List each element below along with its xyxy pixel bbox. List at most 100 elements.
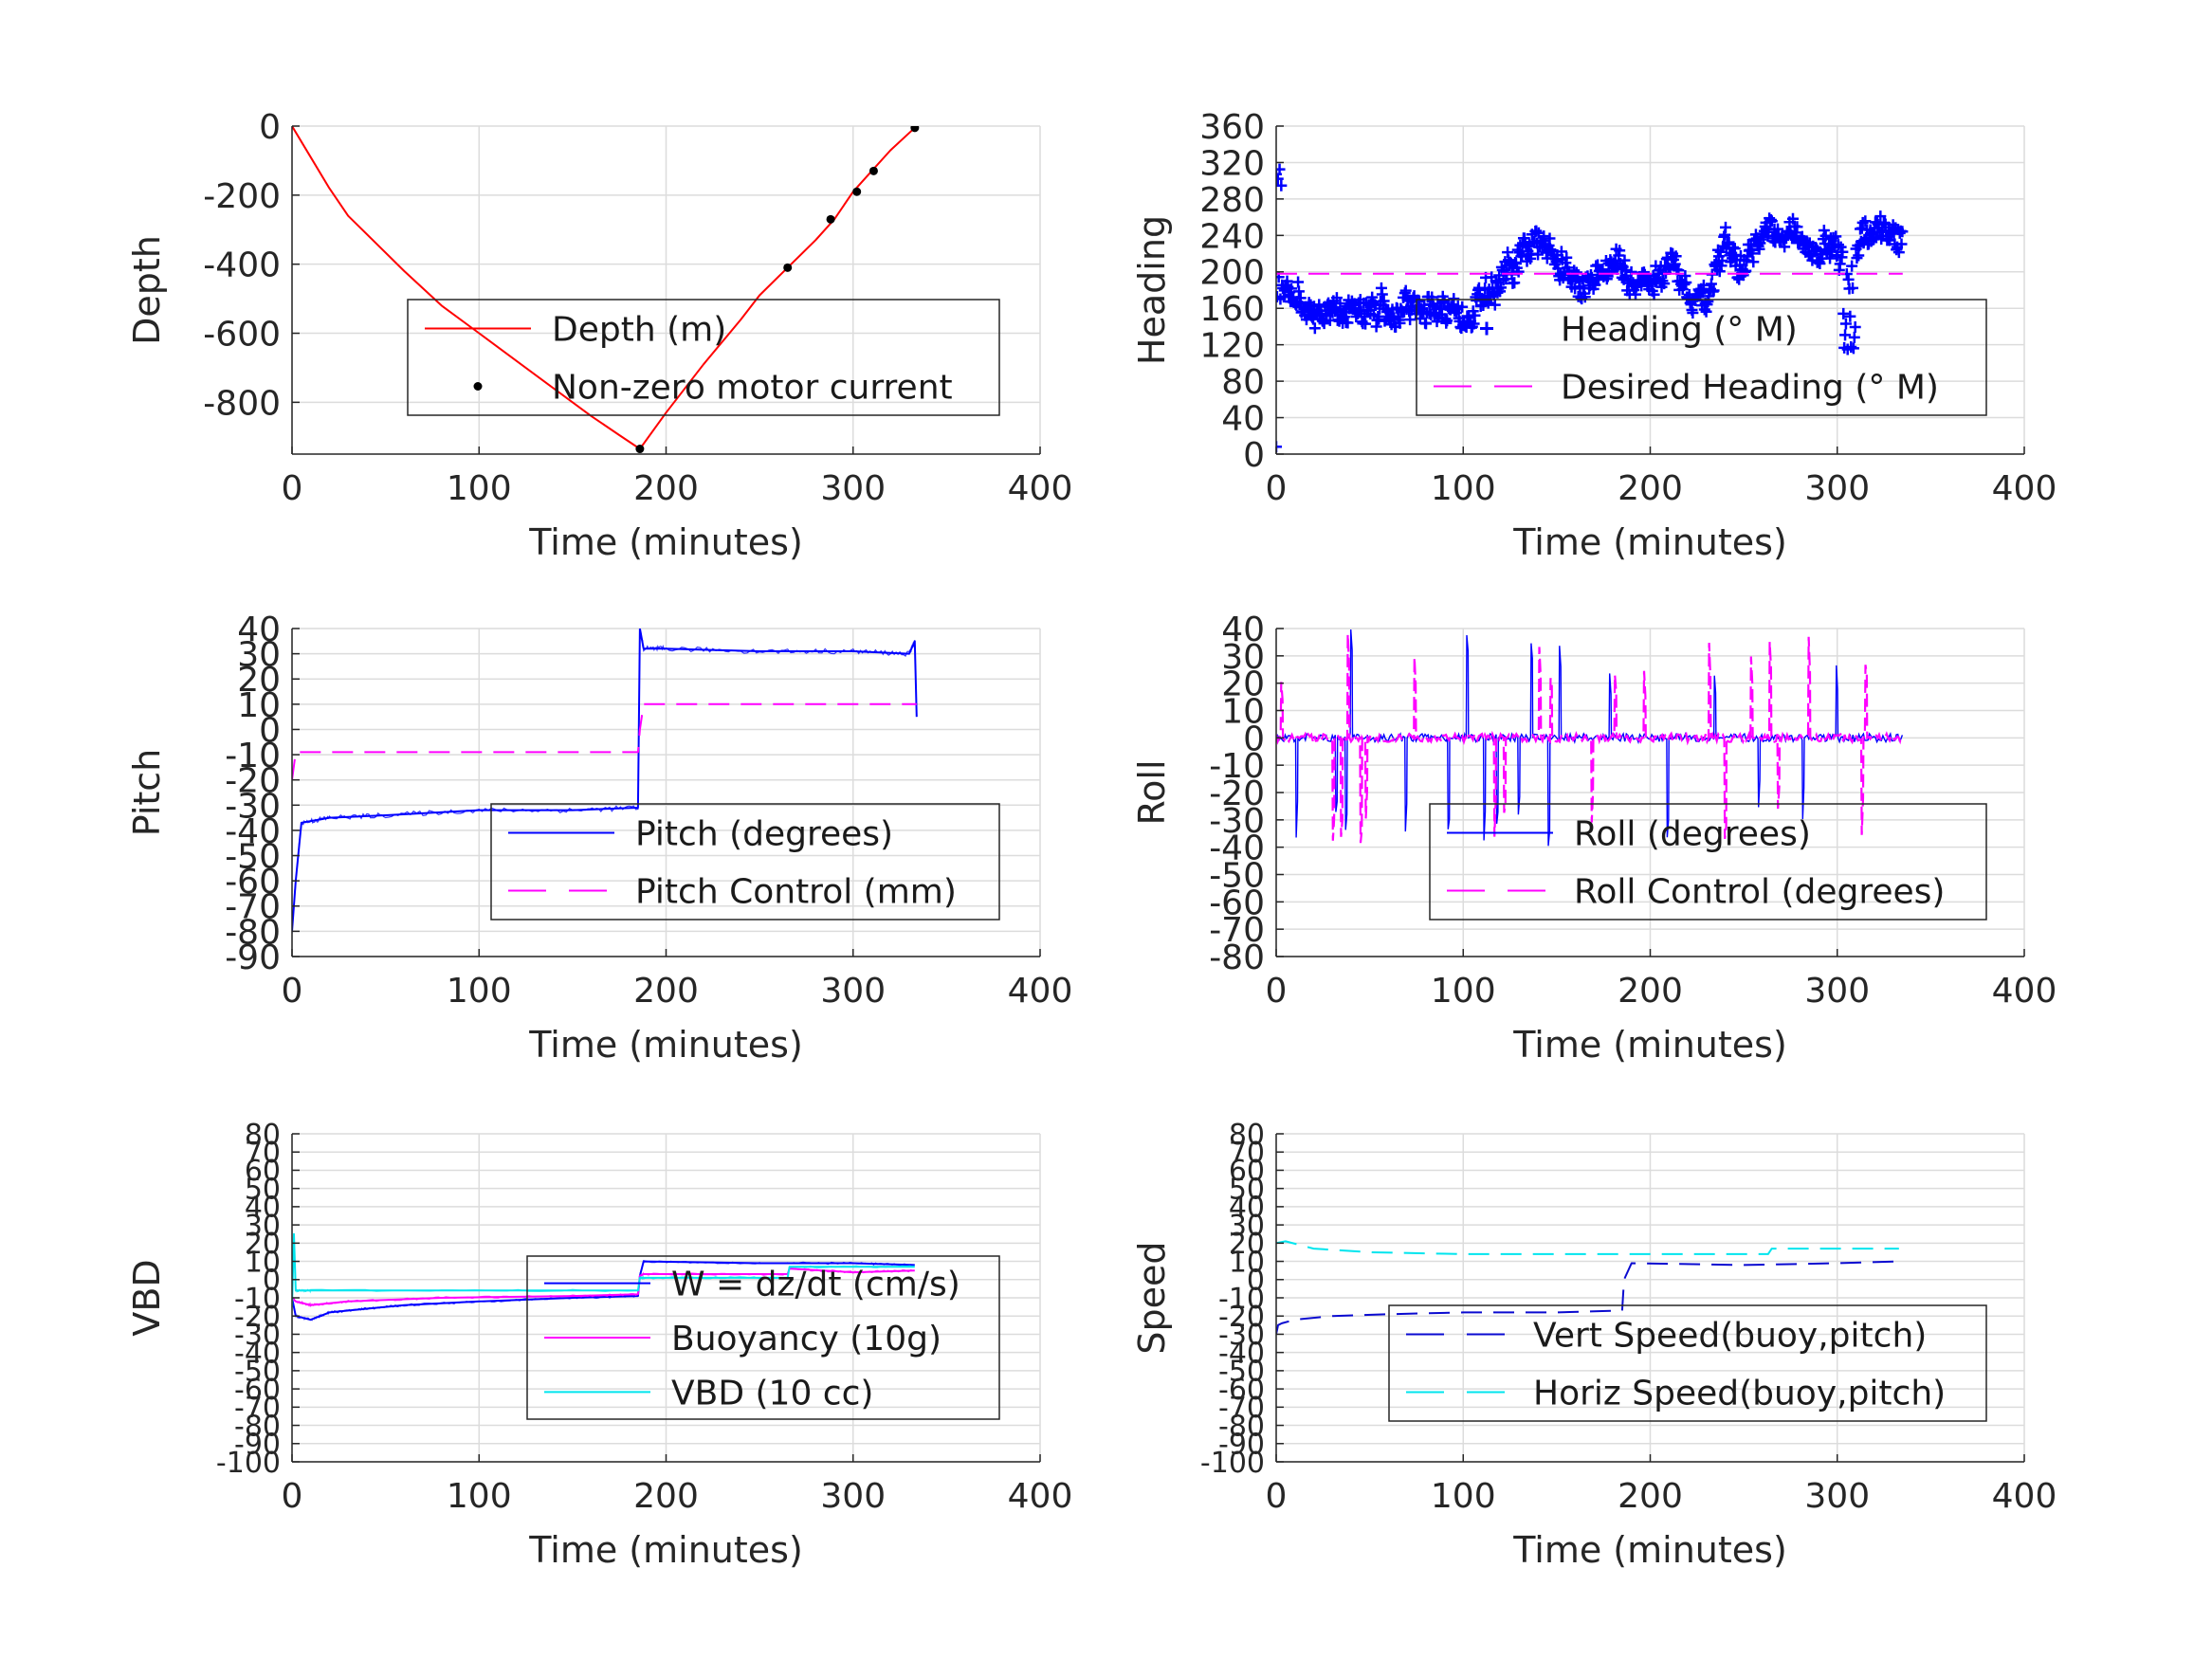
y-tick-label: 40 xyxy=(1221,400,1265,439)
series-1-marker xyxy=(1844,310,1856,322)
series-group xyxy=(1276,629,1904,847)
y-tick-label: -10 xyxy=(1218,1283,1265,1316)
x-tick-label: 200 xyxy=(1618,469,1683,508)
y-tick-label: -50 xyxy=(234,1356,281,1389)
legend-label: Vert Speed(buoy,pitch) xyxy=(1533,1317,1927,1356)
panel-5: 0 100 200 300 40080706050403020100-10-20-30-… xyxy=(126,1119,1072,1571)
y-tick-label: -90 xyxy=(234,1429,281,1462)
series-1-marker xyxy=(1892,246,1905,259)
x-tick-label: 400 xyxy=(1008,972,1073,1011)
y-tick-label: 30 xyxy=(1221,638,1265,677)
y-axis-label: Heading xyxy=(1131,215,1173,365)
ticks: 0 100 200 300 400403020100-10-20-30-40-50-60… xyxy=(225,611,1072,1011)
series-1-marker xyxy=(1489,299,1501,311)
legend-label: VBD (10 cc) xyxy=(671,1374,873,1413)
series-1-marker xyxy=(1856,216,1869,228)
series-1-marker xyxy=(1469,309,1481,321)
series-1-marker xyxy=(1719,221,1731,233)
y-axis-label: Depth xyxy=(126,235,168,345)
series-1-marker xyxy=(1625,265,1637,278)
y-tick-label: -40 xyxy=(234,1337,281,1370)
legend-label: Non-zero motor current xyxy=(552,369,953,408)
series-2-marker xyxy=(826,214,835,224)
y-tick-label: -10 xyxy=(225,737,281,775)
y-tick-label: 240 xyxy=(1199,217,1265,256)
series-1-marker xyxy=(1819,229,1832,242)
series-group xyxy=(1276,163,1909,453)
y-axis-label: Roll xyxy=(1131,759,1173,825)
grid xyxy=(1275,125,2025,455)
x-tick-label: 300 xyxy=(1804,972,1870,1011)
x-tick-label: 300 xyxy=(820,469,886,508)
panel-2: 0 100 200 300 40004080120160200240280320360T… xyxy=(1131,108,2057,563)
series-1-marker xyxy=(1516,250,1528,263)
legend-label: Roll (degrees) xyxy=(1574,815,1811,854)
y-tick-label: -80 xyxy=(1218,1410,1265,1443)
y-tick-label: 40 xyxy=(1221,611,1265,649)
y-tick-label: 20 xyxy=(245,1228,281,1261)
series-1-marker xyxy=(1376,288,1388,301)
y-tick-label: 60 xyxy=(245,1155,281,1188)
series-1-marker xyxy=(1848,331,1860,343)
y-tick-label: 40 xyxy=(245,1192,281,1225)
y-tick-label: -50 xyxy=(1218,1356,1265,1389)
series-1-marker xyxy=(1763,226,1775,238)
series-1-marker xyxy=(1740,264,1752,277)
x-tick-label: 400 xyxy=(1992,1477,2057,1516)
y-tick-label: -20 xyxy=(234,1301,281,1334)
x-tick-label: 400 xyxy=(1008,469,1073,508)
y-tick-label: 20 xyxy=(1221,665,1265,704)
y-tick-label: 30 xyxy=(237,636,281,675)
legend: Pitch (degrees) Pitch Control (mm) xyxy=(490,803,1000,921)
y-tick-label: 40 xyxy=(237,611,281,649)
y-tick-label: 320 xyxy=(1199,144,1265,183)
y-tick-label: -40 xyxy=(1218,1337,1265,1370)
series-1-marker xyxy=(1404,314,1417,326)
y-tick-label: 10 xyxy=(1229,1246,1265,1279)
y-tick-label: -30 xyxy=(1218,1319,1265,1352)
series-2-marker xyxy=(783,263,793,272)
y-tick-label: 70 xyxy=(245,1137,281,1170)
series-1-marker xyxy=(1791,221,1803,233)
y-tick-label: -10 xyxy=(234,1283,281,1316)
legend-marker xyxy=(1480,321,1493,336)
y-tick-label: 0 xyxy=(259,108,281,147)
y-tick-label: 30 xyxy=(1229,1210,1265,1243)
series-2-marker xyxy=(635,445,645,454)
y-tick-label: 120 xyxy=(1199,327,1265,366)
y-tick-label: 50 xyxy=(245,1173,281,1206)
series-1-marker xyxy=(1285,283,1297,295)
y-tick-label: 30 xyxy=(245,1210,281,1243)
series-1-marker xyxy=(1538,230,1550,243)
y-tick-label: -70 xyxy=(1218,1392,1265,1425)
series-1-marker xyxy=(1708,284,1720,297)
series-1-marker xyxy=(1292,285,1305,298)
x-axis-label: Time (minutes) xyxy=(528,1024,803,1066)
series-1-marker xyxy=(1839,318,1852,330)
y-tick-label: -600 xyxy=(203,315,281,354)
series-1-marker xyxy=(1441,315,1453,327)
x-axis-label: Time (minutes) xyxy=(1512,1024,1787,1066)
legend: Heading (° M) Desired Heading (° M) xyxy=(1416,299,1987,416)
series-1-marker xyxy=(1849,321,1861,334)
y-tick-label: -30 xyxy=(225,787,281,826)
x-tick-label: 200 xyxy=(1618,972,1683,1011)
series-1-noise xyxy=(292,1259,913,1322)
x-axis-label: Time (minutes) xyxy=(528,521,803,563)
series-2-marker xyxy=(868,166,878,175)
ticks: 0 100 200 300 40080706050403020100-10-20-30-… xyxy=(1200,1119,2057,1516)
series-1-marker xyxy=(1713,265,1726,278)
legend-label: Desired Heading (° M) xyxy=(1561,369,1939,408)
legend-box xyxy=(407,299,1000,416)
x-tick-label: 0 xyxy=(282,972,303,1011)
legend-box xyxy=(1429,803,1987,921)
series-1-marker xyxy=(1853,249,1865,262)
series-1-marker xyxy=(1334,298,1346,310)
series-1-marker xyxy=(1420,318,1432,330)
y-tick-label: 60 xyxy=(1229,1155,1265,1188)
legend-label: W = dz/dt (cm/s) xyxy=(671,1266,960,1304)
series-2-line xyxy=(1276,1240,1899,1255)
x-tick-label: 300 xyxy=(820,1477,886,1516)
series-1-marker xyxy=(1495,282,1507,294)
x-tick-label: 200 xyxy=(633,469,699,508)
